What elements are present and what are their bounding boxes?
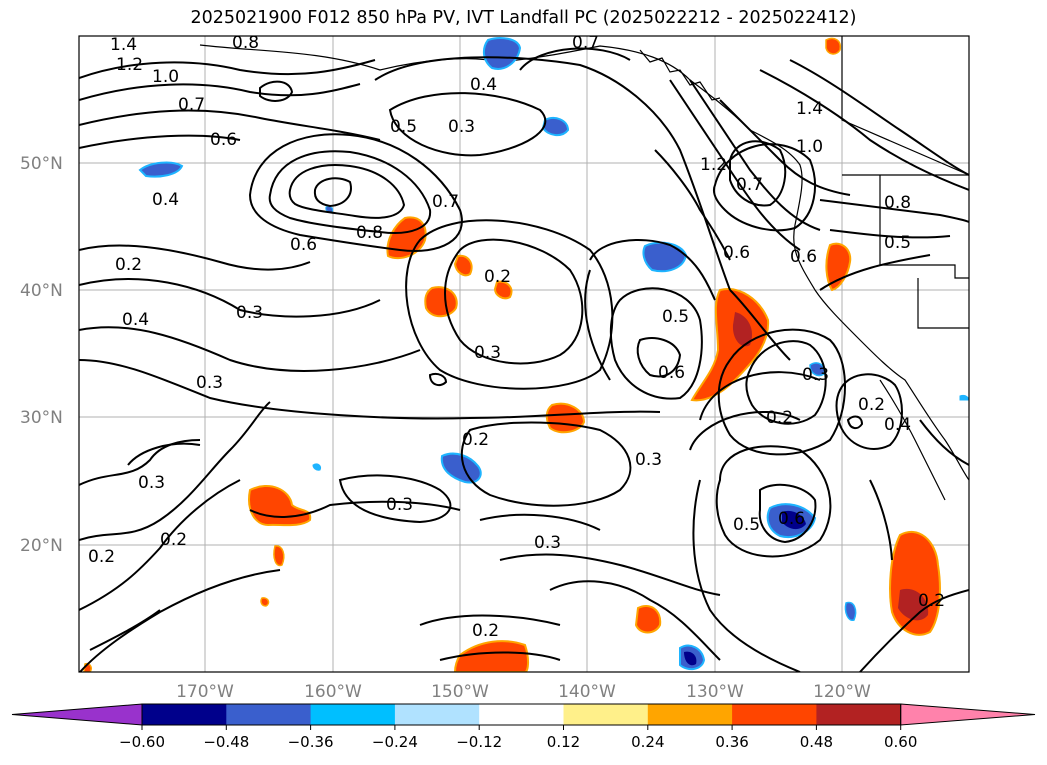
colorbar-segment [310,704,396,725]
contour-label: 0.3 [635,450,662,470]
lon-label: 150°W [431,682,489,702]
longitude-labels: 170°W 160°W 150°W 140°W 130°W 120°W [176,682,871,702]
colorbar: −0.60 −0.48 −0.36 −0.24 −0.12 0.12 0.24 0.36 0.4… [11,703,1036,751]
contour-label: 0.4 [152,190,179,210]
contour-label: 0.3 [534,533,561,553]
contour-label: 1.4 [110,35,137,55]
colorbar-tick-label: −0.60 [119,733,165,751]
contour-label: 0.5 [733,515,760,535]
contour-label: 0.8 [356,223,383,243]
contour-label: 0.3 [236,303,263,323]
contour-label: 0.8 [884,193,911,213]
colorbar-tick-label: 0.36 [715,733,748,751]
colorbar-segment [226,704,312,725]
contour-label: 0.2 [484,267,511,287]
contour-label: 0.6 [790,247,817,267]
contour-label: 1.2 [700,155,727,175]
contour-label: 0.4 [122,310,149,330]
contour-label: 0.7 [178,95,205,115]
colorbar-segment [394,704,480,725]
contour-label: 0.2 [88,547,115,567]
colorbar-segment [816,704,902,725]
lat-label: 30°N [20,408,63,428]
lat-label: 40°N [20,281,63,301]
contour-label: 0.6 [658,363,685,383]
contour-label: 0.3 [474,343,501,363]
colorbar-tick-label: −0.12 [456,733,502,751]
colorbar-tick-label: −0.36 [288,733,334,751]
colorbar-tick-label: 0.12 [547,733,580,751]
contour-label: 0.5 [884,233,911,253]
colorbar-segment [647,704,733,725]
contour-label: 0.3 [138,473,165,493]
colorbar-segment [732,704,817,725]
contour-label: 0.2 [858,395,885,415]
contour-label: 0.3 [386,495,413,515]
contour-label: 0.6 [723,243,750,263]
contour-label: 0.4 [470,75,497,95]
contour-label: 1.0 [152,67,179,87]
colorbar-extend-high [900,703,1036,726]
contour-label: 1.0 [796,137,823,157]
contour-label: 0.8 [232,33,259,53]
lat-label: 20°N [20,536,63,556]
colorbar-tick-label: 0.60 [884,733,917,751]
lat-label: 50°N [20,154,63,174]
map-plot-area: 1.4 1.2 1.0 0.7 0.6 0.4 0.2 0.4 0.3 0.3 … [79,33,969,672]
contour-label: 1.4 [796,99,823,119]
contour-label: 0.3 [448,117,475,137]
contour-label: 0.2 [766,408,793,428]
contour-label: 0.4 [884,415,911,435]
colorbar-extend-low [11,703,143,726]
colorbar-segment [479,704,564,725]
contour-label: 0.7 [432,192,459,212]
latitude-labels: 50°N 40°N 30°N 20°N [20,154,63,556]
contour-label: 0.2 [472,621,499,641]
colorbar-tick-label: −0.48 [203,733,249,751]
contour-label: 0.2 [462,430,489,450]
contour-label: 0.2 [918,591,945,611]
colorbar-tick-label: −0.24 [372,733,418,751]
colorbar-frame [141,703,902,726]
map-title: 2025021900 F012 850 hPa PV, IVT Landfall… [190,8,857,28]
contour-label: 0.5 [390,117,417,137]
contour-label: 0.3 [196,373,223,393]
contour-label: 0.7 [736,175,763,195]
contour-label: 0.7 [572,33,599,53]
contour-label: 0.2 [160,530,187,550]
lon-label: 170°W [176,682,234,702]
contour-labels: 1.4 1.2 1.0 0.7 0.6 0.4 0.2 0.4 0.3 0.3 … [88,33,945,641]
contour-label: 0.3 [802,365,829,385]
map-frame [78,35,970,673]
contour-label: 0.6 [778,509,805,529]
lon-label: 130°W [686,682,744,702]
graticule [79,36,969,672]
colorbar-tick-label: 0.24 [631,733,664,751]
colorbar-tick-label: 0.48 [800,733,833,751]
contour-label: 1.2 [116,55,143,75]
lon-label: 160°W [304,682,362,702]
colorbar-segment [563,704,649,725]
contour-label: 0.6 [210,130,237,150]
colorbar-segment [142,704,227,725]
contour-label: 0.6 [290,235,317,255]
pc-shading [83,37,969,672]
lon-label: 120°W [813,682,871,702]
contour-label: 0.5 [662,307,689,327]
contour-label: 0.2 [115,255,142,275]
lon-label: 140°W [558,682,616,702]
pv-contours [79,47,969,672]
